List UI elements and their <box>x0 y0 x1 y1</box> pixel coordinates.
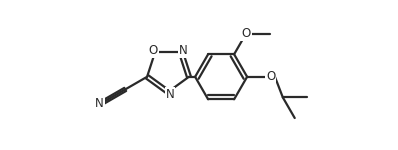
Text: O: O <box>148 44 158 57</box>
Text: N: N <box>95 98 104 111</box>
Text: O: O <box>266 70 275 83</box>
Text: O: O <box>242 27 251 40</box>
Text: N: N <box>179 44 187 57</box>
Text: N: N <box>166 87 174 100</box>
